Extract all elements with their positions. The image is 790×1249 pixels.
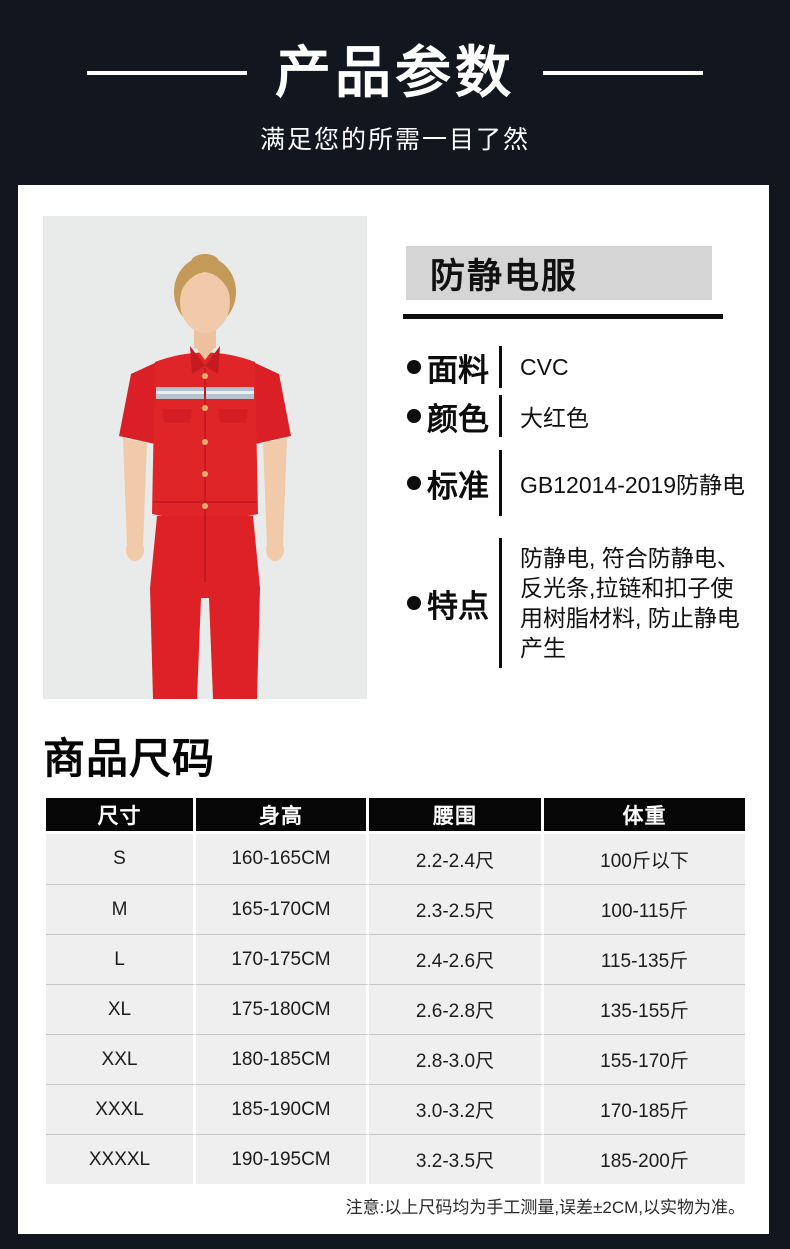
table-cell: 155-170斤 (544, 1034, 745, 1084)
spec-label: 特点 (427, 588, 489, 624)
table-cell: 2.2-2.4尺 (369, 834, 544, 884)
spec-row-standard: 标准 GB12014-2019防静电 (407, 450, 745, 516)
model-photo (43, 216, 367, 699)
spec-value: CVC (520, 353, 569, 380)
content-panel: 防静电服 面料 CVC 颜色 大红色 标准 GB12014-2019防静电 特点… (18, 185, 769, 1234)
spec-label: 标准 (427, 468, 489, 504)
table-cell: 115-135斤 (544, 934, 745, 984)
table-cell: 2.3-2.5尺 (369, 884, 544, 934)
spec-value: 防静电, 符合防静电、反光条,拉链和扣子使用树脂材料, 防止静电产生 (520, 545, 740, 661)
spec-label: 面料 (427, 352, 489, 388)
title-row: 产品参数 (0, 0, 790, 104)
spec-divider-line (499, 346, 502, 388)
model-illustration (43, 216, 367, 699)
table-cell: 170-175CM (196, 934, 369, 984)
product-name: 防静电服 (430, 256, 579, 296)
table-cell: 165-170CM (196, 884, 369, 934)
size-table: 尺寸 身高 腰围 体重 S 160-165CM 2.2-2.4尺 100斤以下 … (46, 798, 745, 1184)
table-cell: 185-190CM (196, 1084, 369, 1134)
page-subtitle: 满足您的所需一目了然 (259, 125, 530, 154)
table-cell: 100-115斤 (544, 884, 745, 934)
table-cell: 185-200斤 (544, 1134, 745, 1184)
table-header-cell: 身高 (196, 798, 369, 834)
table-header-cell: 体重 (544, 798, 745, 834)
title-line-right (543, 70, 703, 75)
spec-divider-line (499, 538, 502, 668)
spec-value: 大红色 (520, 405, 589, 431)
title-line-left (87, 70, 247, 75)
table-cell: 3.0-3.2尺 (369, 1084, 544, 1134)
bullet-icon (407, 596, 421, 610)
bullet-icon (407, 476, 421, 490)
table-cell: XL (46, 984, 196, 1034)
table-cell: 175-180CM (196, 984, 369, 1034)
header-section: 产品参数 满足您的所需一目了然 (0, 0, 790, 185)
spec-row-fabric: 面料 CVC (407, 346, 569, 388)
table-cell: 2.6-2.8尺 (369, 984, 544, 1034)
table-header-cell: 腰围 (369, 798, 544, 834)
spec-divider-line (499, 450, 502, 516)
table-cell: 3.2-3.5尺 (369, 1134, 544, 1184)
table-cell: XXXL (46, 1084, 196, 1134)
product-name-box: 防静电服 (406, 246, 712, 300)
table-cell: 170-185斤 (544, 1084, 745, 1134)
table-cell: 2.4-2.6尺 (369, 934, 544, 984)
page-title: 产品参数 (275, 41, 515, 104)
spec-divider-line (499, 395, 502, 437)
measurement-note: 注意:以上尺码均为手工测量,误差±2CM,以实物为准。 (345, 1198, 745, 1217)
product-name-underline (403, 314, 723, 319)
size-section-title: 商品尺码 (43, 735, 216, 782)
table-header-cell: 尺寸 (46, 798, 196, 834)
table-cell: 190-195CM (196, 1134, 369, 1184)
table-cell: 100斤以下 (544, 834, 745, 884)
spec-label: 颜色 (427, 401, 489, 437)
table-cell: M (46, 884, 196, 934)
table-cell: 2.8-3.0尺 (369, 1034, 544, 1084)
spec-row-features: 特点 防静电, 符合防静电、反光条,拉链和扣子使用树脂材料, 防止静电产生 (407, 538, 745, 668)
table-cell: S (46, 834, 196, 884)
spec-row-color: 颜色 大红色 (407, 395, 589, 437)
table-cell: XXXXL (46, 1134, 196, 1184)
bullet-icon (407, 360, 421, 374)
table-cell: 160-165CM (196, 834, 369, 884)
table-cell: 180-185CM (196, 1034, 369, 1084)
bullet-icon (407, 409, 421, 423)
table-cell: XXL (46, 1034, 196, 1084)
spec-value: GB12014-2019防静电 (520, 472, 746, 498)
table-cell: L (46, 934, 196, 984)
table-cell: 135-155斤 (544, 984, 745, 1034)
